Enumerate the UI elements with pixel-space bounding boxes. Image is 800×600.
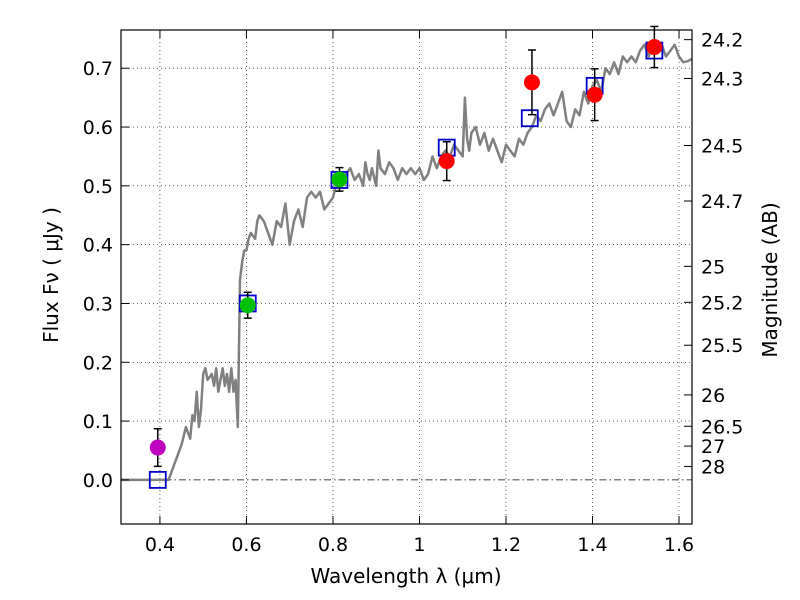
y-tick-label: 0.2 (83, 352, 113, 374)
ticks-layer: 0.4 0.6 0.8 1 1.2 1.4 1.6 0.0 0.1 0.2 0.3 0.4 0.5 0.6… (83, 30, 744, 556)
plot-frame (120, 29, 693, 525)
data-point (438, 153, 455, 170)
right-tick-label: 24.2 (701, 30, 743, 52)
right-tick-label: 24.3 (701, 68, 743, 90)
x-tick-label: 0.6 (231, 534, 261, 556)
sed-curve-layer (121, 43, 693, 482)
right-tick-label: 25.5 (701, 335, 743, 357)
grid (121, 30, 692, 524)
right-tick-label: 24.5 (701, 136, 743, 158)
y-tick-label: 0.7 (83, 58, 113, 80)
data-point (331, 171, 348, 188)
right-tick-label: 26.5 (701, 416, 743, 438)
x-tick-label: 1.6 (664, 534, 694, 556)
x-tick-label: 1.2 (491, 534, 521, 556)
y-axis-label: Flux Fν ( μJy ) (39, 207, 63, 343)
y-tick-label: 0.0 (83, 470, 113, 492)
x-tick-label: 1.4 (577, 534, 607, 556)
right-axis-label: Magnitude (AB) (758, 202, 782, 357)
x-tick-label: 1 (413, 534, 425, 556)
data-point (523, 74, 540, 91)
data-point (239, 297, 256, 314)
x-tick-label: 0.8 (318, 534, 348, 556)
right-tick-label: 26 (701, 385, 725, 407)
right-tick-label: 28 (701, 456, 725, 478)
right-tick-label: 24.7 (701, 191, 743, 213)
right-tick-label: 27 (701, 436, 725, 458)
data-point (586, 86, 603, 103)
y-tick-label: 0.1 (83, 411, 113, 433)
y-tick-label: 0.4 (83, 235, 113, 257)
markers-layer (148, 25, 664, 489)
x-tick-label: 0.4 (145, 534, 175, 556)
right-tick-label: 25.2 (701, 292, 743, 314)
y-tick-label: 0.6 (83, 117, 113, 139)
right-tick-label: 25 (701, 256, 725, 278)
data-point (646, 39, 663, 56)
sed-curve (121, 43, 693, 482)
x-axis-label: Wavelength λ (μm) (310, 564, 501, 588)
y-tick-label: 0.5 (83, 176, 113, 198)
model-square (520, 109, 539, 128)
model-square (148, 470, 167, 489)
data-point (149, 439, 166, 456)
y-tick-label: 0.3 (83, 293, 113, 315)
